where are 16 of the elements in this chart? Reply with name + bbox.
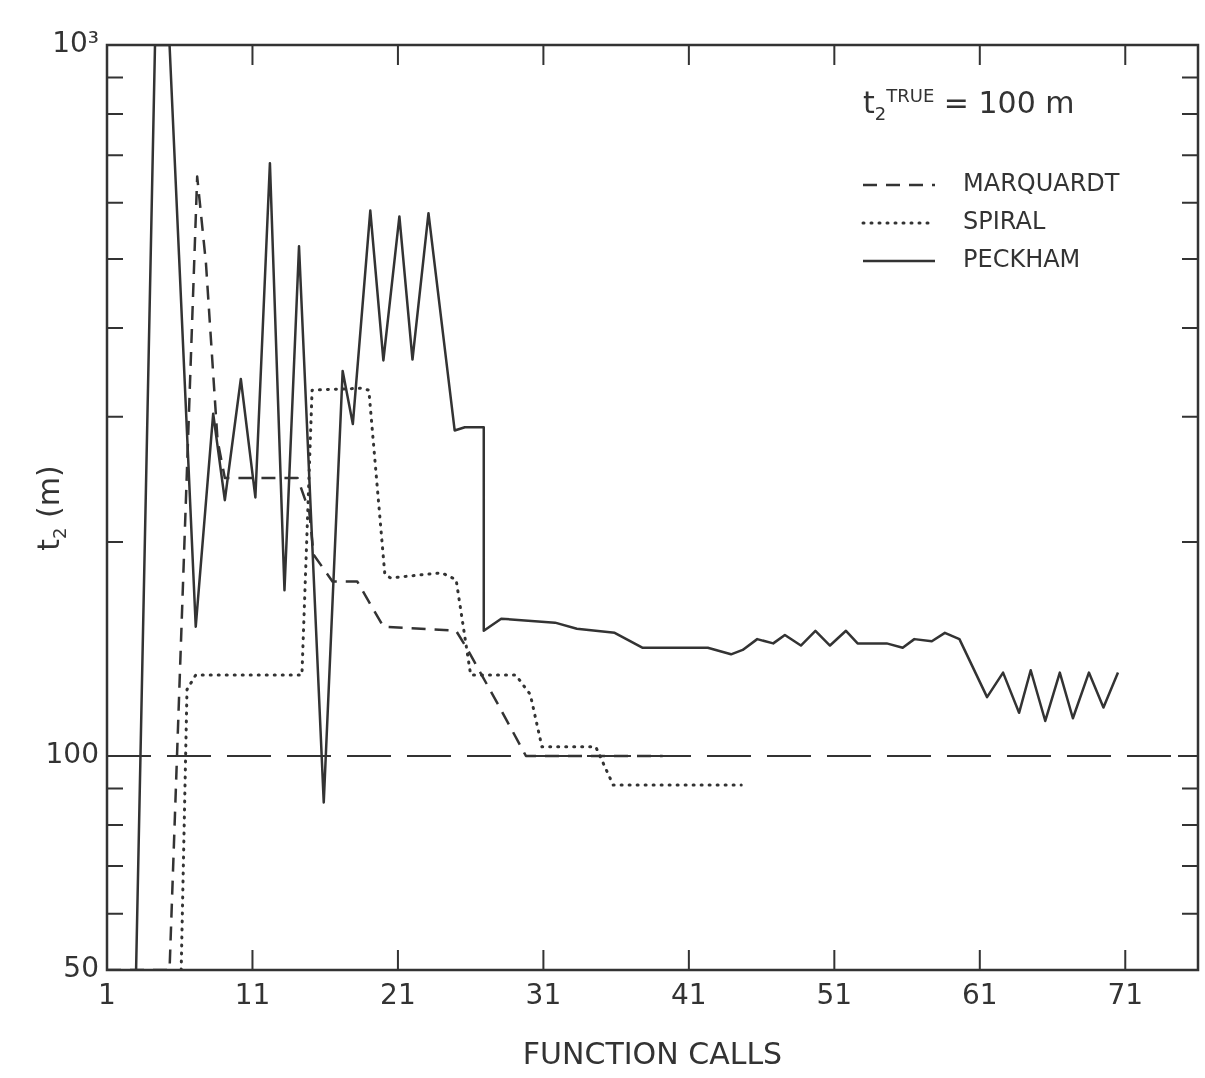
- legend-label: PECKHAM: [963, 245, 1081, 274]
- x-axis-title: FUNCTION CALLS: [522, 1035, 783, 1071]
- legend-label: SPIRAL: [963, 207, 1046, 236]
- x-tick-label: 21: [380, 978, 416, 1012]
- legend-label: MARQUARDT: [963, 169, 1120, 198]
- x-tick-label: 41: [671, 978, 707, 1012]
- x-tick-label: 11: [234, 978, 271, 1012]
- x-tick-label: 51: [816, 978, 853, 1012]
- x-tick-label: 61: [961, 978, 998, 1012]
- y-tick-label: 100: [45, 737, 99, 771]
- y-tick-label: 10³: [52, 26, 99, 60]
- x-tick-label: 31: [525, 978, 562, 1012]
- x-tick-label: 71: [1107, 978, 1144, 1012]
- x-tick-label: 1: [98, 978, 116, 1012]
- y-tick-label: 50: [63, 951, 99, 985]
- annotation: t$_{2}$$^{TRUE}$ = 100 m: [863, 85, 1075, 124]
